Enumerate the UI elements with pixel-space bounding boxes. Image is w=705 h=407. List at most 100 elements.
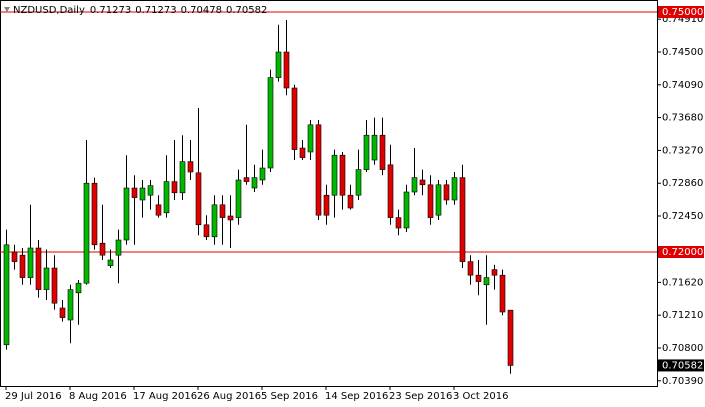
candle-body (179, 161, 186, 194)
y-tick-label: 0.74910 (662, 14, 703, 25)
chart-header: NZDUSD,Daily 0.71273 0.71273 0.70478 0.70582 (13, 5, 267, 16)
candle-body (427, 184, 434, 218)
candle-body (211, 204, 218, 238)
candle-body (195, 172, 202, 226)
candle-body (267, 77, 274, 169)
candle-body (187, 161, 194, 173)
candle-body (467, 261, 474, 276)
candle-body (419, 179, 426, 186)
candle-body (323, 194, 330, 216)
x-tick-label: 8 Aug 2016 (69, 391, 127, 402)
y-tick-label: 0.71210 (662, 310, 703, 321)
candle-body (443, 184, 450, 201)
x-tick-label: 23 Sep 2016 (389, 391, 452, 402)
candle-body (51, 267, 58, 304)
marks (0, 11, 657, 374)
candle-body (403, 191, 410, 229)
candle-body (219, 204, 226, 218)
candle-body (363, 134, 370, 170)
level-label: 0.72000 (662, 247, 703, 258)
candle-body (411, 177, 418, 193)
candle-body (435, 184, 442, 216)
price-label-bg (658, 359, 704, 372)
header-icon (4, 7, 10, 12)
candle-body (115, 239, 122, 256)
candle-body (507, 309, 514, 366)
y-tick-label: 0.71620 (662, 277, 703, 288)
candle-body (339, 154, 346, 196)
candle-body (147, 185, 154, 196)
candle-body (131, 187, 138, 198)
candle-body (331, 154, 338, 196)
x-tick-label: 29 Jul 2016 (5, 391, 62, 402)
header-open: 0.71273 (90, 5, 131, 16)
candle-body (491, 269, 498, 276)
candle-body (3, 244, 10, 346)
level-label: 0.75000 (662, 7, 703, 18)
y-tick-label: 0.73270 (662, 145, 703, 156)
candle-body (451, 177, 458, 201)
candle-body (123, 187, 130, 241)
candle-body (83, 182, 90, 284)
x-tick-label: 14 Sep 2016 (325, 391, 388, 402)
header-high: 0.71273 (135, 5, 176, 16)
y-tick-label: 0.70800 (662, 343, 703, 354)
candle-body (259, 167, 266, 181)
level-label-bg (658, 6, 704, 18)
candle-body (27, 247, 34, 278)
candle-body (347, 194, 354, 209)
candle-body (91, 182, 98, 246)
x-tick-label: 17 Aug 2016 (133, 391, 197, 402)
candle-body (227, 215, 234, 221)
candle-body (291, 87, 298, 150)
candle-body (299, 147, 306, 158)
candle-body (139, 187, 146, 201)
candle-body (387, 164, 394, 218)
candle-body (379, 134, 386, 170)
candle-body (203, 224, 210, 238)
y-tick-label: 0.74090 (662, 80, 703, 91)
candle-body (243, 177, 250, 182)
candle-body (355, 169, 362, 196)
candle-body (235, 179, 242, 218)
candle-body (59, 307, 66, 318)
candle-body (371, 134, 378, 161)
y-tick-label: 0.72450 (662, 211, 703, 222)
candle-body (483, 277, 490, 286)
candle-body (163, 181, 170, 214)
candle-body (251, 177, 258, 189)
candle-body (171, 181, 178, 194)
y-tick-label: 0.73680 (662, 113, 703, 124)
y-tick-label: 0.70390 (662, 376, 703, 387)
header-close: 0.70582 (226, 5, 267, 16)
x-tick-label: 3 Oct 2016 (453, 391, 508, 402)
price-label: 0.70582 (662, 360, 703, 371)
header-low: 0.70478 (181, 5, 222, 16)
candle-body (11, 251, 18, 262)
level-label-bg (658, 246, 704, 258)
candle-body (99, 242, 106, 256)
x-tick-label: 26 Aug 2016 (197, 391, 261, 402)
x-tick-label: 5 Sep 2016 (261, 391, 318, 402)
candle-body (155, 204, 162, 216)
candle-body (315, 124, 322, 216)
candle-body (275, 51, 282, 78)
candle-body (19, 254, 26, 278)
y-tick-label: 0.74500 (662, 47, 703, 58)
candle-body (307, 124, 314, 153)
candle-body (67, 289, 74, 321)
candle-body (459, 177, 466, 262)
chart-title: NZDUSD,Daily (13, 5, 85, 16)
candle-body (75, 282, 82, 294)
candle-body (35, 247, 42, 290)
candle-body (43, 267, 50, 290)
plot-frame (0, 0, 658, 387)
y-tick-label: 0.72860 (662, 178, 703, 189)
candle-body (475, 274, 482, 282)
candle-body (283, 51, 290, 89)
candle-body (107, 259, 114, 266)
candle-body (395, 217, 402, 229)
candle-body (499, 274, 506, 313)
